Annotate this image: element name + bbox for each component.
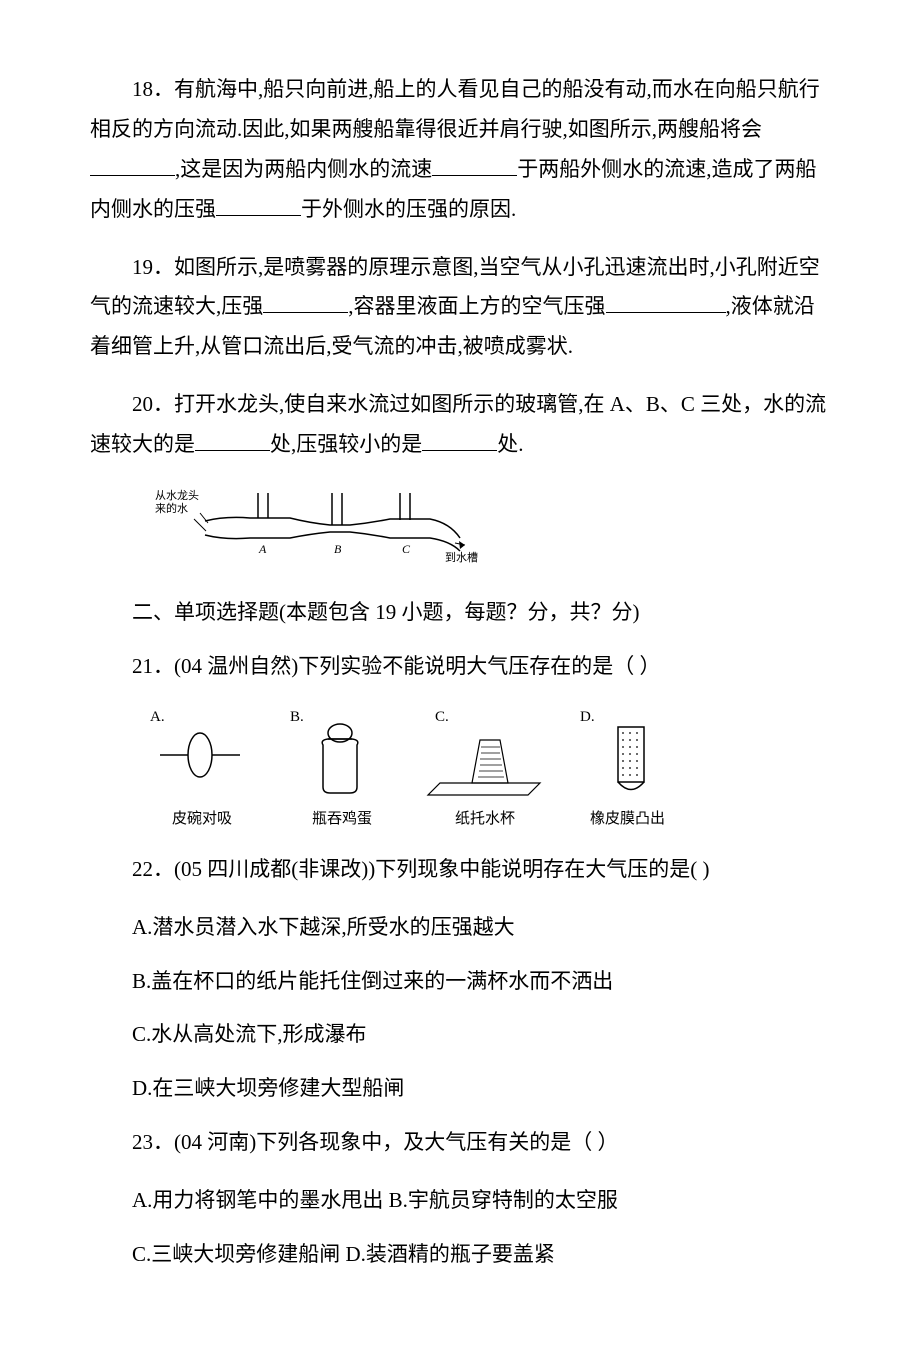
q21-opt-d-letter: D. <box>580 709 595 725</box>
q19-text-p2: ,容器里液面上方的空气压强 <box>348 294 605 318</box>
q21-text: (04 温州自然)下列实验不能说明大气压存在的是（ ） <box>174 654 661 678</box>
q23-options-line2-text: C.三峡大坝旁修建船闸 D.装酒精的瓶子要盖紧 <box>132 1242 555 1266</box>
q19-blank-2[interactable] <box>606 290 726 313</box>
q22-option-d-text: D.在三峡大坝旁修建大型船闸 <box>132 1076 404 1100</box>
q20-text-p3: 处. <box>497 432 523 456</box>
q18-blank-2[interactable] <box>432 153 517 176</box>
q23-options-line1[interactable]: A.用力将钢笔中的墨水甩出 B.宇航员穿特制的太空服 <box>90 1181 830 1221</box>
q22-option-a-text: A.潜水员潜入水下越深,所受水的压强越大 <box>132 915 515 939</box>
q21-opt-b-letter: B. <box>290 709 304 725</box>
q20-right-label: 到水槽 <box>445 551 478 563</box>
q18-text-p1: 有航海中,船只向前进,船上的人看见自己的船没有动,而水在向船只航行相反的方向流动… <box>90 77 820 141</box>
q20-label-a: A <box>258 542 267 556</box>
q22-option-b-text: B.盖在杯口的纸片能托住倒过来的一满杯水而不洒出 <box>132 969 613 993</box>
q23-options-line2[interactable]: C.三峡大坝旁修建船闸 D.装酒精的瓶子要盖紧 <box>90 1235 830 1275</box>
q21-opt-b-caption: 瓶吞鸡蛋 <box>312 810 372 827</box>
q20-diagram-svg: 从水龙头 来的水 A B C 到水槽 <box>150 483 490 563</box>
q19-number: 19． <box>132 255 174 279</box>
q20-blank-1[interactable] <box>195 428 270 451</box>
q21-diagram: A. 皮碗对吸 B. 瓶吞鸡蛋 C. 纸托水杯 D. <box>150 705 830 835</box>
q18-blank-1[interactable] <box>90 153 175 176</box>
section-2-title-text: 二、单项选择题(本题包含 19 小题，每题？分，共？分) <box>132 600 639 624</box>
q23-number: 23． <box>132 1130 174 1154</box>
question-22: 22．(05 四川成都(非课改))下列现象中能说明存在大气压的是( ) <box>90 850 830 890</box>
q20-left-label-2: 来的水 <box>155 501 188 515</box>
q22-number: 22． <box>132 857 174 881</box>
q18-number: 18． <box>132 77 174 101</box>
q18-blank-3[interactable] <box>216 193 301 216</box>
q18-text-p4: 于外侧水的压强的原因. <box>301 197 516 221</box>
question-23: 23．(04 河南)下列各现象中，及大气压有关的是（ ） <box>90 1123 830 1163</box>
q21-diagram-svg: A. 皮碗对吸 B. 瓶吞鸡蛋 C. 纸托水杯 D. <box>150 705 710 835</box>
q20-blank-2[interactable] <box>422 428 497 451</box>
q21-opt-a-caption: 皮碗对吸 <box>172 810 232 827</box>
section-2-title: 二、单项选择题(本题包含 19 小题，每题？分，共？分) <box>90 593 830 633</box>
q18-text-p2: ,这是因为两船内侧水的流速 <box>175 157 432 181</box>
q22-option-c[interactable]: C.水从高处流下,形成瀑布 <box>90 1015 830 1055</box>
q21-opt-c-letter: C. <box>435 709 449 725</box>
q20-left-label-1: 从水龙头 <box>155 489 199 502</box>
q21-number: 21． <box>132 654 174 678</box>
q21-opt-d-caption: 橡皮膜凸出 <box>590 810 665 827</box>
question-19: 19．如图所示,是喷雾器的原理示意图,当空气从小孔迅速流出时,小孔附近空气的流速… <box>90 248 830 368</box>
question-21: 21．(04 温州自然)下列实验不能说明大气压存在的是（ ） <box>90 647 830 687</box>
q23-stem: (04 河南)下列各现象中，及大气压有关的是（ ） <box>174 1130 619 1154</box>
q23-options-line1-text: A.用力将钢笔中的墨水甩出 B.宇航员穿特制的太空服 <box>132 1188 618 1212</box>
q20-number: 20． <box>132 392 174 416</box>
q22-stem: (05 四川成都(非课改))下列现象中能说明存在大气压的是( ) <box>174 857 709 881</box>
q22-option-a[interactable]: A.潜水员潜入水下越深,所受水的压强越大 <box>90 908 830 948</box>
q20-label-b: B <box>334 542 342 556</box>
q20-diagram: 从水龙头 来的水 A B C 到水槽 <box>150 483 830 563</box>
q20-label-c: C <box>402 542 411 556</box>
q22-option-b[interactable]: B.盖在杯口的纸片能托住倒过来的一满杯水而不洒出 <box>90 962 830 1002</box>
q19-blank-1[interactable] <box>263 290 348 313</box>
question-20: 20．打开水龙头,使自来水流过如图所示的玻璃管,在 A、B、C 三处，水的流速较… <box>90 385 830 465</box>
question-18: 18．有航海中,船只向前进,船上的人看见自己的船没有动,而水在向船只航行相反的方… <box>90 70 830 230</box>
q20-text-p2: 处,压强较小的是 <box>270 432 422 456</box>
q22-option-d[interactable]: D.在三峡大坝旁修建大型船闸 <box>90 1069 830 1109</box>
q21-opt-c-caption: 纸托水杯 <box>455 810 515 827</box>
q21-opt-a-letter: A. <box>150 709 165 725</box>
q22-option-c-text: C.水从高处流下,形成瀑布 <box>132 1022 367 1046</box>
